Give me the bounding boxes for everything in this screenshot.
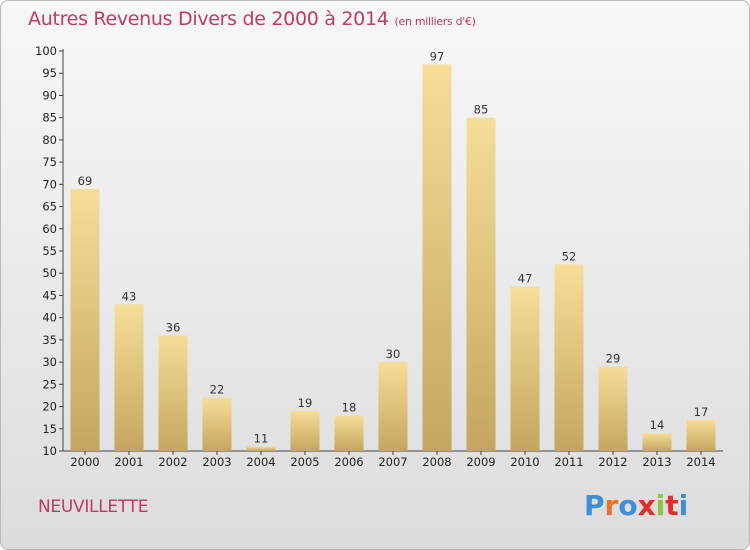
bar xyxy=(554,264,584,451)
x-tick-label: 2001 xyxy=(114,455,143,469)
data-label: 17 xyxy=(694,405,709,419)
data-label: 19 xyxy=(298,396,313,410)
y-tick-label: 45 xyxy=(42,288,57,302)
bar xyxy=(202,397,232,451)
x-tick-label: 2003 xyxy=(202,455,231,469)
bar xyxy=(246,446,276,451)
y-tick-label: 90 xyxy=(42,88,57,102)
y-tick-label: 75 xyxy=(42,155,57,169)
x-tick-label: 2010 xyxy=(510,455,539,469)
data-label: 69 xyxy=(78,174,93,188)
chart-subtitle: (en milliers d'€) xyxy=(394,15,476,28)
x-tick-label: 2008 xyxy=(422,455,451,469)
bar xyxy=(378,362,408,451)
x-tick-label: 2002 xyxy=(158,455,187,469)
logo-letter: x xyxy=(637,489,656,522)
y-tick-label: 15 xyxy=(42,422,57,436)
data-label: 30 xyxy=(386,347,401,361)
y-tick-label: 20 xyxy=(42,400,57,414)
y-tick-label: 55 xyxy=(42,244,57,258)
logo-letter: r xyxy=(604,489,619,522)
x-tick-label: 2014 xyxy=(686,455,715,469)
data-label: 18 xyxy=(342,400,357,414)
bar xyxy=(466,117,496,451)
x-tick-label: 2012 xyxy=(598,455,627,469)
data-label: 29 xyxy=(606,352,621,366)
y-tick-label: 60 xyxy=(42,222,57,236)
data-label: 47 xyxy=(518,272,533,286)
y-tick-label: 40 xyxy=(42,311,57,325)
chart-title: Autres Revenus Divers de 2000 à 2014 (en … xyxy=(28,8,476,30)
labels: 2000 69 2001 43 2002 36 2003 22 2004 11 2005 19 2006… xyxy=(70,49,715,469)
x-tick-label: 2007 xyxy=(378,455,407,469)
bar xyxy=(642,433,672,451)
x-tick-label: 2011 xyxy=(554,455,583,469)
data-label: 22 xyxy=(210,383,225,397)
data-label: 43 xyxy=(122,289,137,303)
data-label: 36 xyxy=(166,320,181,334)
x-tick-label: 2006 xyxy=(334,455,363,469)
y-tick-label: 85 xyxy=(42,111,57,125)
y-tick-label: 70 xyxy=(42,177,57,191)
bars xyxy=(70,64,716,452)
y-tick-label: 95 xyxy=(42,66,57,80)
bar xyxy=(70,188,100,452)
data-label: 85 xyxy=(474,103,489,117)
x-tick-label: 2005 xyxy=(290,455,319,469)
data-label: 11 xyxy=(254,432,269,446)
y-tick-label: 30 xyxy=(42,355,57,369)
y-tick-label: 100 xyxy=(35,44,57,58)
y-tick-label: 25 xyxy=(42,377,57,391)
data-label: 14 xyxy=(650,418,665,432)
chart-title-text: Autres Revenus Divers de 2000 à 2014 xyxy=(28,8,389,30)
y-tick-label: 50 xyxy=(42,266,57,280)
y-tick-label: 10 xyxy=(42,444,57,458)
bar xyxy=(158,335,188,451)
bar xyxy=(422,64,452,452)
logo-letter: o xyxy=(618,489,638,522)
bar xyxy=(510,286,540,451)
x-tick-label: 2009 xyxy=(466,455,495,469)
y-tick-label: 65 xyxy=(42,200,57,214)
logo-letter: i xyxy=(655,489,666,522)
bar xyxy=(290,411,320,451)
x-tick-label: 2013 xyxy=(642,455,671,469)
bar xyxy=(686,419,716,451)
place-name: NEUVILLETTE xyxy=(38,497,149,517)
logo-letter: P xyxy=(584,489,605,522)
data-label: 97 xyxy=(430,49,445,63)
bar xyxy=(334,415,364,451)
bar xyxy=(598,366,628,451)
proxiti-logo: Proxiti xyxy=(584,489,688,522)
logo-letter: t xyxy=(665,489,679,522)
data-label: 52 xyxy=(562,249,577,263)
y-tick-label: 35 xyxy=(42,333,57,347)
bar xyxy=(114,304,144,451)
y-tick-label: 80 xyxy=(42,133,57,147)
logo-letter: i xyxy=(678,489,689,522)
x-tick-label: 2000 xyxy=(70,455,99,469)
x-tick-label: 2004 xyxy=(246,455,275,469)
